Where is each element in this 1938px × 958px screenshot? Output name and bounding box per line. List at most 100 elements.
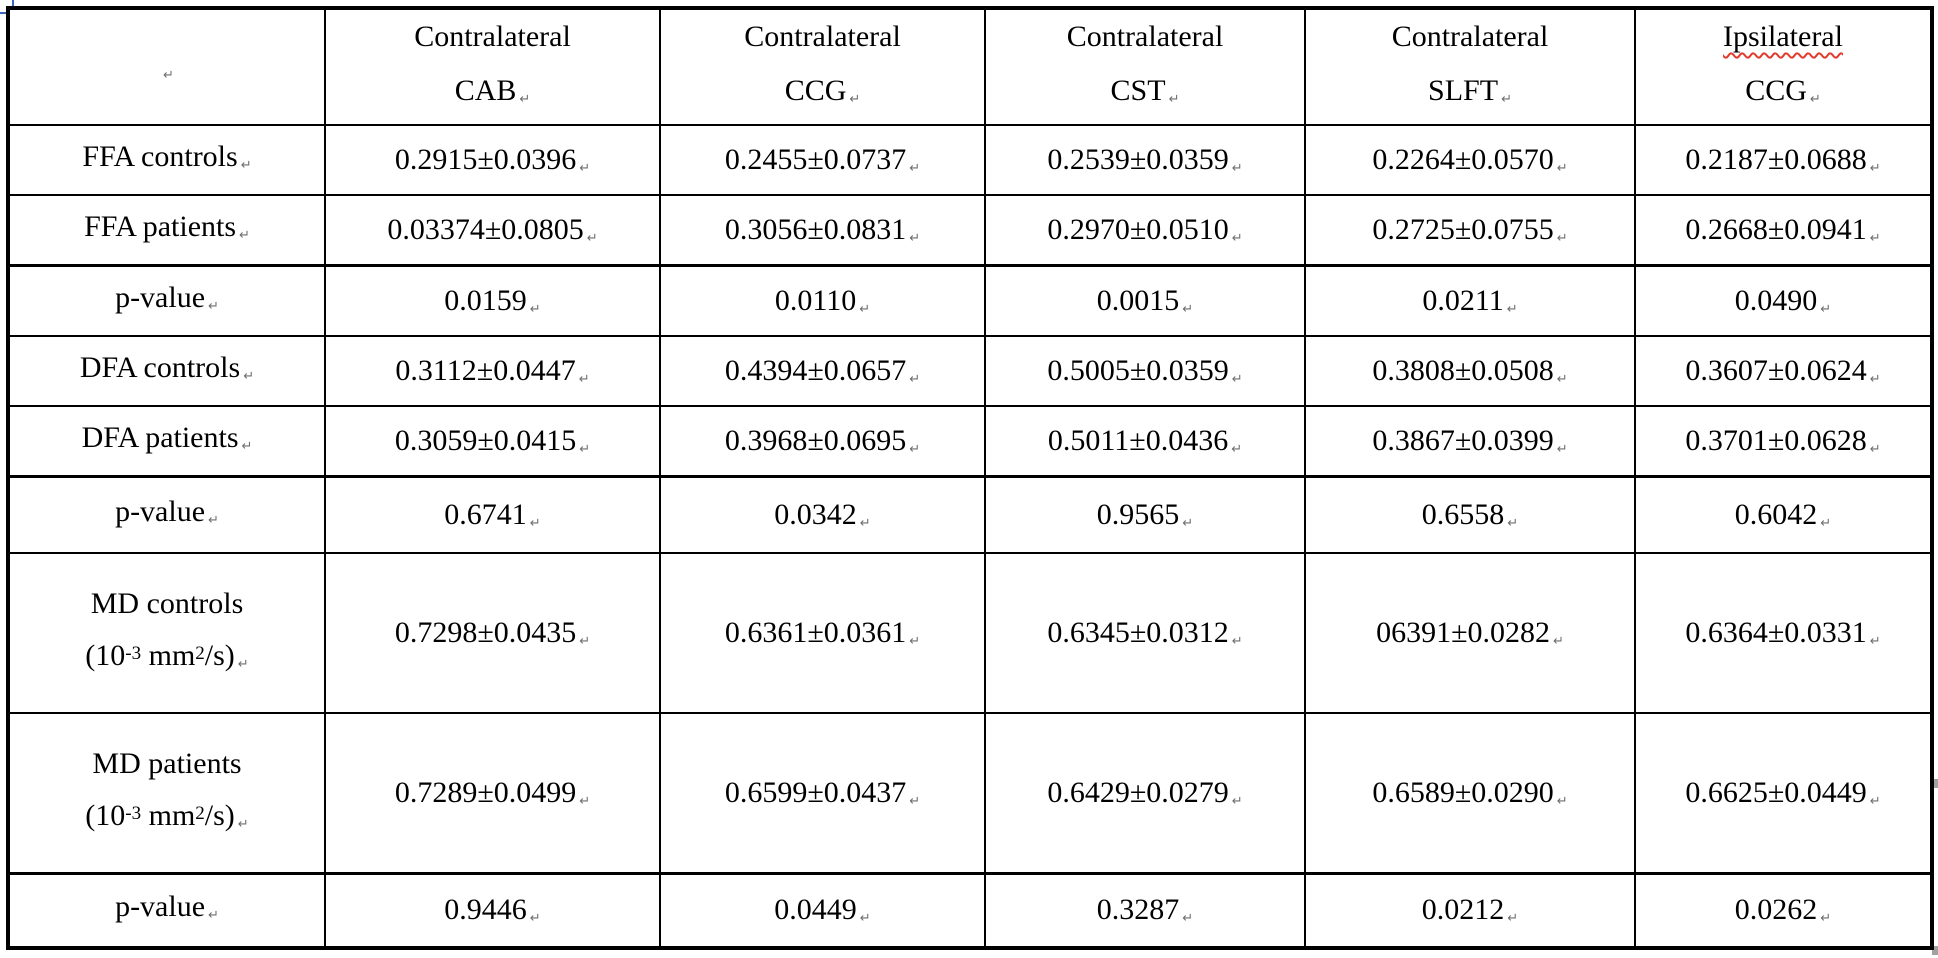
header-row: ↵ Contralateral CAB ↵ Contralateral CCG ↵ Contr… <box>7 7 1933 126</box>
cell-value: 0.2970±0.0510 <box>1047 212 1229 246</box>
value-cell[interactable]: 0.2187±0.0688 ↵ <box>1634 124 1933 196</box>
paragraph-mark-icon: ↵ <box>1231 793 1243 809</box>
value-cell[interactable]: 0.3056±0.0831 ↵ <box>659 194 986 266</box>
pvalue-cell[interactable]: 0.6741 ↵ <box>324 474 661 554</box>
column-header-line1: Ipsilateral <box>1640 10 1926 64</box>
column-header-2[interactable]: Contralateral CST ↵ <box>984 7 1306 126</box>
value-cell[interactable]: 0.6589±0.0290 ↵ <box>1304 712 1636 874</box>
value-cell[interactable]: 0.3808±0.0508 ↵ <box>1304 335 1636 407</box>
value-cell[interactable]: 0.6625±0.0449 ↵ <box>1634 712 1933 874</box>
pvalue-cell[interactable]: 0.0449 ↵ <box>659 871 986 950</box>
paragraph-mark-icon: ↵ <box>163 68 174 83</box>
unit-mid: mm <box>141 798 196 832</box>
pvalue-cell[interactable]: 0.0110 ↵ <box>659 263 986 337</box>
pvalue-cell[interactable]: 0.9565 ↵ <box>984 474 1306 554</box>
value-cell[interactable]: 0.6599±0.0437 ↵ <box>659 712 986 874</box>
pvalue-row: p-value ↵ 0.0159 ↵ 0.0110 ↵ 0.0015 ↵ 0.0211 ↵ 0.04… <box>7 263 1933 337</box>
pvalue-cell[interactable]: 0.0262 ↵ <box>1634 871 1933 950</box>
pvalue-cell[interactable]: 0.0342 ↵ <box>659 474 986 554</box>
value-cell[interactable]: 0.3112±0.0447 ↵ <box>324 335 661 407</box>
paragraph-mark-icon: ↵ <box>240 158 252 173</box>
value-cell[interactable]: 0.2539±0.0359 ↵ <box>984 124 1306 196</box>
paragraph-mark-icon: ↵ <box>1507 911 1519 927</box>
row-label-cell[interactable]: FFA patients ↵ <box>7 194 326 266</box>
pvalue-cell[interactable]: 0.0159 ↵ <box>324 263 661 337</box>
paragraph-mark-icon: ↵ <box>208 908 219 924</box>
pvalue-cell[interactable]: 0.3287 ↵ <box>984 871 1306 950</box>
column-header-4[interactable]: Ipsilateral CCG ↵ <box>1634 7 1933 126</box>
value-cell[interactable]: 0.03374±0.0805 ↵ <box>324 194 661 266</box>
pvalue-cell[interactable]: 0.0490 ↵ <box>1634 263 1933 337</box>
row-label-cell[interactable]: p-value ↵ <box>7 263 326 337</box>
cell-value: 0.2668±0.0941 <box>1685 212 1867 246</box>
cell-value: 0.0110 <box>774 283 857 317</box>
row-label-unit: (10-3 mm2/s) ↵ <box>14 630 320 688</box>
row-label-cell[interactable]: p-value ↵ <box>7 871 326 950</box>
value-cell[interactable]: 0.2264±0.0570 ↵ <box>1304 124 1636 196</box>
value-cell[interactable]: 0.3059±0.0415 ↵ <box>324 405 661 477</box>
value-cell[interactable]: 0.6345±0.0312 ↵ <box>984 552 1306 714</box>
unit-post: /s) <box>204 639 235 672</box>
row-label-text: DFA patients <box>81 420 239 454</box>
pvalue-cell[interactable]: 0.0015 ↵ <box>984 263 1306 337</box>
row-label: DFA controls ↵ <box>14 342 320 400</box>
value-cell[interactable]: 0.2915±0.0396 ↵ <box>324 124 661 196</box>
row-label: p-value ↵ <box>14 881 320 939</box>
paragraph-mark-icon: ↵ <box>208 512 219 528</box>
row-label-cell[interactable]: FFA controls ↵ <box>7 124 326 196</box>
row-label-text: FFA controls <box>82 140 238 173</box>
results-table: ↵ Contralateral CAB ↵ Contralateral CCG ↵ Contr… <box>6 6 1934 950</box>
value-cell[interactable]: 0.3607±0.0624 ↵ <box>1634 335 1933 407</box>
value-cell[interactable]: 06391±0.0282 ↵ <box>1304 552 1636 714</box>
row-label-cell[interactable]: MD patients (10-3 mm2/s) ↵ <box>7 712 326 874</box>
cell-value: 0.3112±0.0447 <box>395 354 576 387</box>
value-cell[interactable]: 0.6364±0.0331 ↵ <box>1634 552 1933 714</box>
row-label-cell[interactable]: DFA controls ↵ <box>7 335 326 407</box>
value-cell[interactable]: 0.2725±0.0755 ↵ <box>1304 194 1636 266</box>
pvalue-cell[interactable]: 0.9446 ↵ <box>324 871 661 950</box>
paragraph-mark-icon: ↵ <box>1553 634 1564 649</box>
column-header-1[interactable]: Contralateral CCG ↵ <box>659 7 986 126</box>
paragraph-mark-icon: ↵ <box>1820 911 1832 927</box>
row-label-cell[interactable]: DFA patients ↵ <box>7 405 326 477</box>
value-cell[interactable]: 0.7298±0.0435 ↵ <box>324 552 661 714</box>
paragraph-mark-icon: ↵ <box>1507 515 1519 531</box>
value-cell[interactable]: 0.5005±0.0359 ↵ <box>984 335 1306 407</box>
cell-value: 0.9565 <box>1096 497 1180 531</box>
cell-value: 0.6345±0.0312 <box>1047 616 1229 649</box>
value-cell[interactable]: 0.3867±0.0399 ↵ <box>1304 405 1636 477</box>
paragraph-mark-icon: ↵ <box>1182 301 1194 317</box>
value-cell[interactable]: 0.6429±0.0279 ↵ <box>984 712 1306 874</box>
value-cell[interactable]: 0.2455±0.0737 ↵ <box>659 124 986 196</box>
value-cell[interactable]: 0.3701±0.0628 ↵ <box>1634 405 1933 477</box>
paragraph-mark-icon: ↵ <box>1231 372 1243 387</box>
column-header-3[interactable]: Contralateral SLFT ↵ <box>1304 7 1636 126</box>
cell-value: 0.0159 <box>444 283 527 317</box>
pvalue-cell[interactable]: 0.0212 ↵ <box>1304 871 1636 950</box>
data-row: MD patients (10-3 mm2/s) ↵ 0.7289±0.0499 ↵ 0.… <box>7 712 1933 874</box>
value-cell[interactable]: 0.6361±0.0361 ↵ <box>659 552 986 714</box>
corner-header-cell[interactable]: ↵ <box>7 7 326 126</box>
pvalue-cell[interactable]: 0.0211 ↵ <box>1304 263 1636 337</box>
pvalue-cell[interactable]: 0.6558 ↵ <box>1304 474 1636 554</box>
paragraph-mark-icon: ↵ <box>1869 634 1881 649</box>
cell-value: 0.5011±0.0436 <box>1047 423 1229 457</box>
column-header-line2: CST ↵ <box>990 64 1300 124</box>
value-cell[interactable]: 0.7289±0.0499 ↵ <box>324 712 661 874</box>
value-cell[interactable]: 0.3968±0.0695 ↵ <box>659 405 986 477</box>
cell-value: 0.2539±0.0359 <box>1047 143 1229 176</box>
paragraph-mark-icon: ↵ <box>519 92 531 107</box>
paragraph-mark-icon: ↵ <box>1501 92 1512 107</box>
row-label-text: p-value <box>115 890 206 924</box>
value-cell[interactable]: 0.4394±0.0657 ↵ <box>659 335 986 407</box>
paragraph-mark-icon: ↵ <box>241 438 253 454</box>
value-cell[interactable]: 0.2668±0.0941 ↵ <box>1634 194 1933 266</box>
unit-pre: (10 <box>85 639 126 672</box>
value-cell[interactable]: 0.2970±0.0510 ↵ <box>984 194 1306 266</box>
value-cell[interactable]: 0.5011±0.0436 ↵ <box>984 405 1306 477</box>
pvalue-cell[interactable]: 0.6042 ↵ <box>1634 474 1933 554</box>
row-label-cell[interactable]: MD controls (10-3 mm2/s) ↵ <box>7 552 326 714</box>
row-label-cell[interactable]: p-value ↵ <box>7 474 326 554</box>
column-header-line2: CAB ↵ <box>330 64 655 124</box>
column-header-0[interactable]: Contralateral CAB ↵ <box>324 7 661 126</box>
